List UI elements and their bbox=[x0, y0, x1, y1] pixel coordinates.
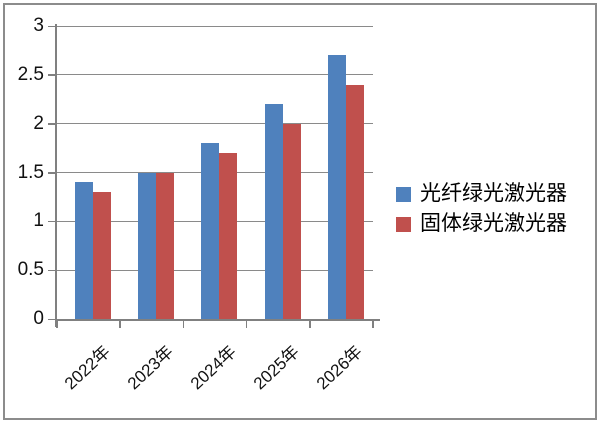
gridline bbox=[57, 74, 373, 76]
gridline bbox=[57, 123, 373, 125]
legend-label-series1: 光纤绿光激光器 bbox=[420, 182, 567, 205]
y-axis-tick bbox=[48, 74, 57, 76]
x-axis-tick bbox=[182, 319, 185, 328]
y-axis-tick bbox=[48, 318, 57, 320]
bar-固体绿光激光器-2022年 bbox=[93, 192, 111, 319]
x-axis-tick bbox=[309, 319, 311, 328]
y-axis-tick bbox=[48, 269, 57, 272]
legend-swatch-series2 bbox=[396, 216, 411, 232]
bar-光纤绿光激光器-2026年 bbox=[327, 55, 346, 319]
bar-光纤绿光激光器-2023年 bbox=[138, 172, 157, 319]
y-tick-label: 1 bbox=[33, 210, 44, 232]
y-tick-label: 0 bbox=[33, 308, 44, 329]
bar-固体绿光激光器-2024年 bbox=[219, 152, 238, 319]
y-axis-line bbox=[55, 24, 57, 327]
x-axis-tick bbox=[372, 319, 374, 328]
legend-item: 固体绿光激光器 bbox=[396, 209, 567, 239]
y-tick-label: 1.5 bbox=[17, 161, 44, 183]
y-axis-tick bbox=[48, 172, 57, 174]
y-tick-label: 3 bbox=[33, 15, 44, 36]
bar-光纤绿光激光器-2022年 bbox=[75, 182, 93, 319]
x-axis-tick bbox=[119, 319, 121, 328]
x-axis-tick bbox=[245, 319, 248, 328]
y-axis-tick bbox=[48, 25, 57, 27]
bar-光纤绿光激光器-2025年 bbox=[264, 104, 283, 319]
gridline bbox=[57, 25, 373, 27]
bar-固体绿光激光器-2023年 bbox=[156, 172, 175, 319]
x-axis-line bbox=[55, 319, 380, 321]
y-tick-label: 0.5 bbox=[17, 259, 44, 281]
legend-label-series2: 固体绿光激光器 bbox=[420, 212, 567, 235]
y-tick-label: 2 bbox=[33, 112, 44, 134]
y-axis-tick bbox=[48, 123, 57, 125]
legend-item: 光纤绿光激光器 bbox=[396, 179, 567, 209]
legend-swatch-series1 bbox=[396, 186, 411, 202]
bar-光纤绿光激光器-2024年 bbox=[201, 143, 220, 319]
plot-area: 0 0.5 1 1.5 2 2.5 3 2022年 2023年 2024年 2025年 2026年 bbox=[18, 15, 380, 393]
y-axis-tick bbox=[48, 220, 57, 223]
bar-固体绿光激光器-2025年 bbox=[282, 123, 301, 319]
y-tick-label: 2.5 bbox=[17, 63, 44, 85]
x-axis-tick bbox=[56, 319, 58, 328]
legend: 光纤绿光激光器 固体绿光激光器 bbox=[396, 179, 567, 239]
bar-固体绿光激光器-2026年 bbox=[345, 84, 364, 319]
